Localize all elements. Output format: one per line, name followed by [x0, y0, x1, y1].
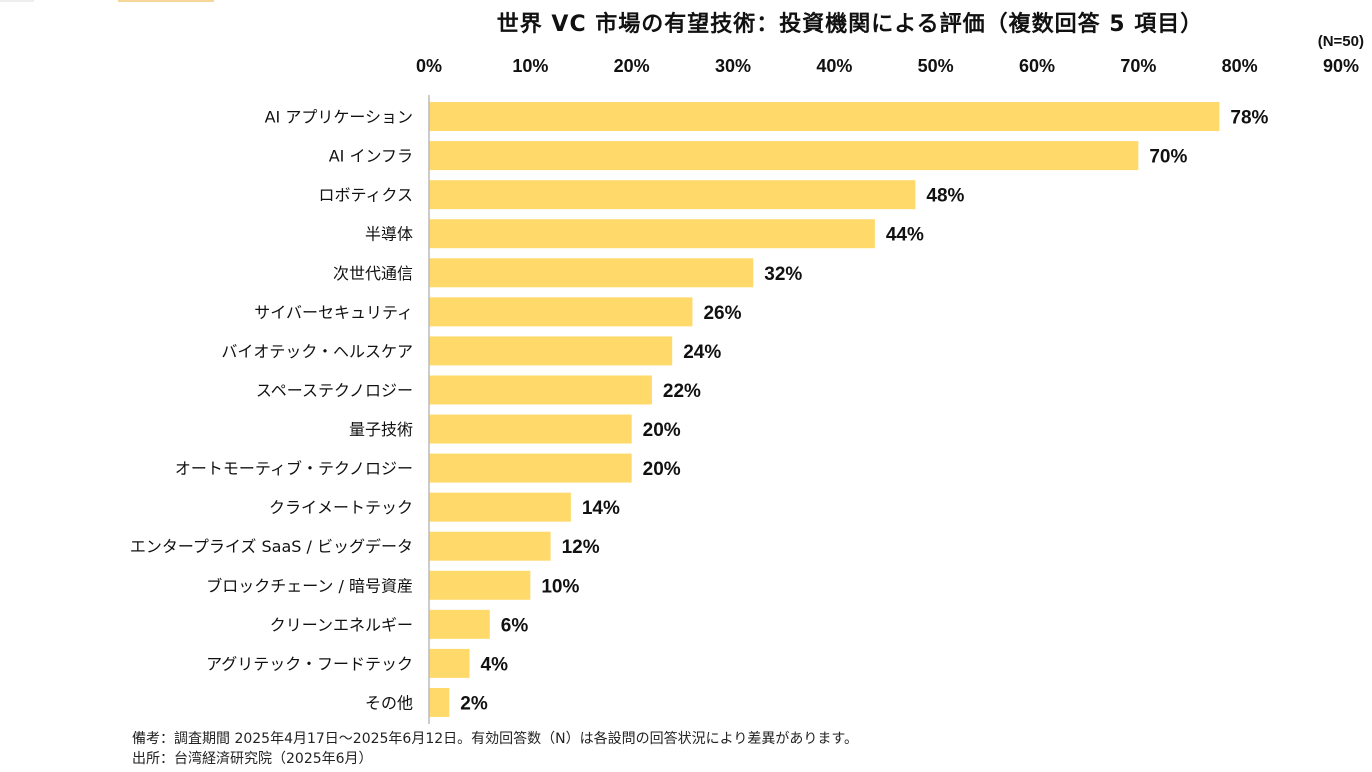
bar: [429, 687, 450, 717]
bar: [429, 102, 1220, 132]
category-label: ロボティクス: [318, 186, 413, 205]
category-label: スペーステクノロジー: [256, 381, 413, 400]
value-label: 24%: [683, 342, 721, 363]
bar: [429, 219, 875, 249]
value-label: 2%: [460, 693, 488, 714]
category-label: クリーンエネルギー: [270, 615, 413, 634]
bar: [429, 141, 1139, 171]
top-decoration-accent: [118, 0, 214, 2]
value-label: 20%: [643, 459, 681, 480]
bar: [429, 453, 632, 483]
value-label: 78%: [1230, 108, 1268, 129]
x-tick-label: 30%: [715, 56, 751, 76]
x-tick-label: 90%: [1323, 56, 1359, 76]
x-tick-label: 20%: [614, 56, 650, 76]
value-label: 22%: [663, 381, 701, 402]
bar: [429, 609, 490, 639]
value-label: 48%: [926, 186, 964, 207]
value-label: 14%: [582, 498, 620, 519]
chart-title: 世界 VC 市場の有望技術：投資機関による評価（複数回答 5 項目）: [496, 12, 1204, 37]
value-label: 12%: [562, 537, 600, 558]
bar: [429, 414, 632, 444]
value-label: 10%: [541, 576, 579, 597]
bar: [429, 258, 754, 288]
bar: [429, 531, 551, 561]
bar: [429, 492, 571, 522]
value-label: 44%: [886, 225, 924, 246]
category-label: AI アプリケーション: [265, 108, 413, 127]
value-label: 4%: [481, 654, 509, 675]
x-tick-label: 50%: [918, 56, 954, 76]
category-label: その他: [365, 693, 413, 712]
category-label: アグリテック・フードテック: [206, 654, 413, 673]
sample-size-label: (N=50): [1317, 33, 1364, 50]
x-tick-label: 0%: [416, 56, 442, 76]
x-tick-label: 40%: [816, 56, 852, 76]
x-tick-label: 70%: [1120, 56, 1156, 76]
category-label: バイオテック・ヘルスケア: [221, 342, 413, 361]
x-tick-label: 60%: [1019, 56, 1055, 76]
value-label: 70%: [1149, 147, 1187, 168]
remark-note: 備考：調査期間 2025年4月17日～2025年6月12日。有効回答数（N）は各…: [132, 731, 858, 747]
value-label: 20%: [643, 420, 681, 441]
category-label: AI インフラ: [329, 147, 413, 166]
category-label: 量子技術: [349, 420, 413, 439]
bar: [429, 648, 470, 678]
bar: [429, 336, 673, 366]
category-label: オートモーティブ・テクノロジー: [175, 459, 413, 478]
category-label: エンタープライズ SaaS / ビッグデータ: [130, 537, 413, 556]
value-label: 6%: [501, 615, 529, 636]
top-decoration-gray: [0, 0, 34, 2]
x-tick-label: 80%: [1222, 56, 1258, 76]
category-label: サイバーセキュリティ: [254, 303, 413, 322]
x-tick-label: 10%: [512, 56, 548, 76]
category-label: クライメートテック: [269, 498, 413, 517]
bar: [429, 375, 652, 405]
source-note: 出所：台湾経済研究院（2025年6月）: [132, 751, 373, 767]
value-label: 26%: [703, 303, 741, 324]
bar: [429, 180, 916, 210]
bar: [429, 570, 531, 600]
category-label: 半導体: [365, 225, 413, 244]
bar: [429, 297, 693, 327]
category-label: ブロックチェーン / 暗号資産: [206, 576, 413, 595]
category-label: 次世代通信: [333, 264, 413, 283]
value-label: 32%: [764, 264, 802, 285]
